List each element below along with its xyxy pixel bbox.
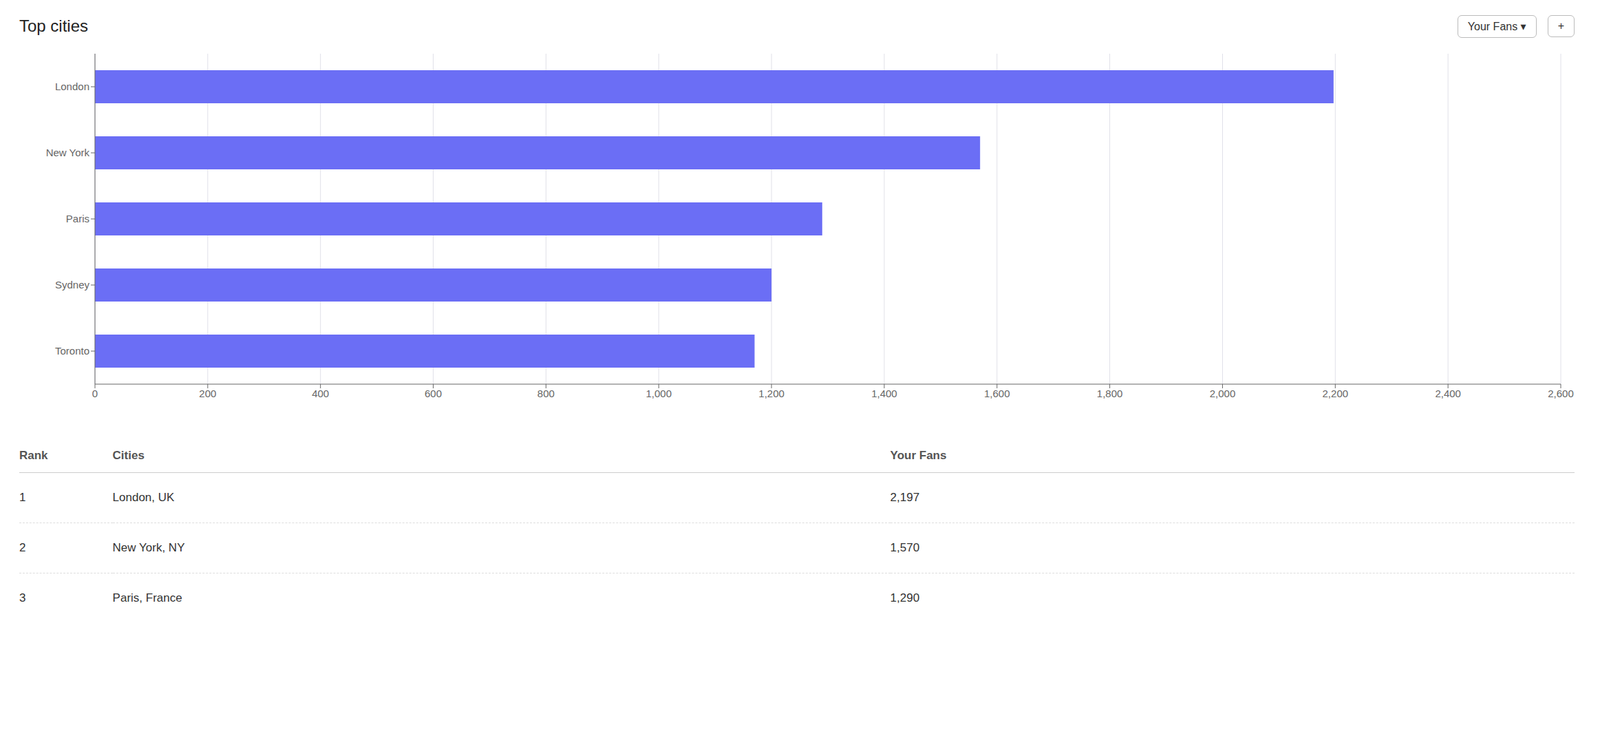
svg-text:1,000: 1,000 bbox=[645, 387, 672, 400]
svg-text:2,000: 2,000 bbox=[1209, 387, 1236, 400]
html-text:London, UK: London, UK bbox=[112, 490, 175, 504]
svg-text:Sydney: Sydney bbox=[55, 278, 91, 291]
svg-text:2,200: 2,200 bbox=[1322, 387, 1349, 400]
svg-text:400: 400 bbox=[311, 387, 329, 400]
html-text:Paris, France: Paris, France bbox=[112, 591, 183, 605]
html-text:1: 1 bbox=[19, 490, 26, 504]
html-text:1,290: 1,290 bbox=[890, 591, 920, 605]
html-text:New York, NY: New York, NY bbox=[112, 540, 185, 554]
svg-text:New York: New York bbox=[46, 146, 91, 159]
svg-text:0: 0 bbox=[92, 387, 98, 400]
svg-text:1,400: 1,400 bbox=[871, 387, 898, 400]
html-text:Cities: Cities bbox=[112, 448, 145, 462]
svg-text:1,600: 1,600 bbox=[984, 387, 1011, 400]
svg-text:Paris: Paris bbox=[66, 212, 90, 225]
svg-text:2,400: 2,400 bbox=[1434, 387, 1461, 400]
svg-text:London: London bbox=[55, 80, 90, 93]
html-text:Top cities: Top cities bbox=[19, 16, 89, 36]
html-text:Rank: Rank bbox=[19, 448, 48, 462]
svg-text:600: 600 bbox=[424, 387, 442, 400]
svg-text:200: 200 bbox=[198, 387, 217, 400]
svg-text:1,200: 1,200 bbox=[758, 387, 785, 400]
svg-text:800: 800 bbox=[537, 387, 555, 400]
html-text:3: 3 bbox=[19, 591, 26, 605]
html-text:Your Fans: Your Fans bbox=[890, 448, 947, 462]
html-text:1,570: 1,570 bbox=[890, 540, 920, 554]
html-text:Your Fans ▾: Your Fans ▾ bbox=[1467, 20, 1527, 32]
html-text:2,197: 2,197 bbox=[890, 490, 920, 504]
html-text:2: 2 bbox=[19, 540, 26, 554]
svg-text:Toronto: Toronto bbox=[55, 344, 90, 357]
svg-text:2,600: 2,600 bbox=[1547, 387, 1574, 400]
svg-text:1,800: 1,800 bbox=[1096, 387, 1124, 400]
